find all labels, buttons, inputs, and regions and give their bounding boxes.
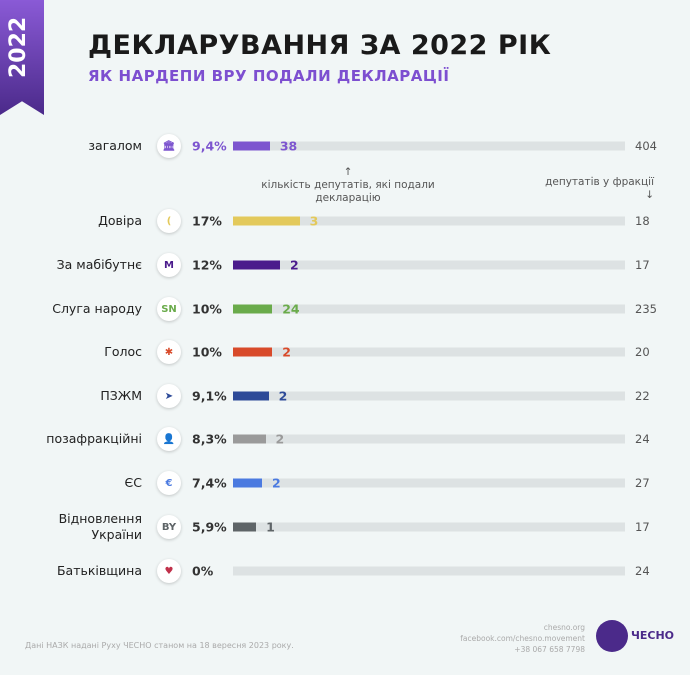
chart-row: Відновлення України BY 5,9% 1 17 [0, 511, 690, 542]
bar [233, 260, 281, 270]
category-label: За мабібутнє [56, 257, 142, 272]
chart-row: загалом 🏛 9,4% 38 404 [0, 131, 690, 161]
category-label: Довіра [98, 213, 142, 228]
total-count: 24 [635, 564, 650, 578]
chart-row: Голос ✱ 10% 2 20 [0, 337, 690, 367]
bar-track [233, 478, 625, 488]
category-label: ЄС [124, 475, 142, 490]
filed-count: 2 [278, 388, 288, 404]
bar-track [233, 434, 625, 444]
total-count: 24 [635, 432, 650, 446]
bar-track [233, 141, 625, 151]
year-label: 2022 [6, 16, 31, 78]
total-note: депутатів у фракції ↓ [545, 176, 654, 201]
bar [233, 304, 273, 314]
category-label: ПЗЖМ [100, 388, 142, 403]
contacts: chesno.org facebook.com/chesno.movement … [460, 622, 585, 655]
percent-label: 10% [192, 344, 222, 360]
percent-label: 17% [192, 213, 222, 229]
total-count: 17 [635, 520, 650, 534]
category-label: Голос [104, 344, 142, 359]
category-label: загалом [88, 138, 142, 153]
filed-count: 2 [275, 431, 285, 447]
chart-row: ЄС € 7,4% 2 27 [0, 468, 690, 498]
sluha-narodu-logo-icon: SN [157, 297, 181, 321]
filed-count: 38 [279, 138, 298, 154]
vidnovlennia-logo-icon: BY [157, 515, 181, 539]
chart-row: Батьківщина ♥ 0% 24 [0, 556, 690, 586]
category-label: Слуга народу [52, 301, 142, 316]
page-title: ДЕКЛАРУВАННЯ ЗА 2022 РІК [88, 30, 552, 61]
percent-label: 8,3% [192, 431, 227, 447]
heart-icon: ♥ [157, 559, 181, 583]
bar-track [233, 304, 625, 314]
category-label: Батьківщина [56, 563, 142, 578]
chart-row: позафракційні 👤 8,3% 2 24 [0, 424, 690, 454]
holos-logo-icon: ✱ [157, 340, 181, 364]
percent-label: 9,4% [192, 138, 227, 154]
total-count: 18 [635, 214, 650, 228]
filed-count: 3 [309, 213, 319, 229]
pzzhm-logo-icon: ➤ [157, 384, 181, 408]
source-note: Дані НАЗК надані Руху ЧЕСНО станом на 18… [25, 641, 294, 650]
bar [233, 391, 269, 401]
bar [233, 434, 266, 444]
filed-count: 2 [290, 257, 299, 273]
logo-text: ЧЕСНО [631, 629, 675, 642]
bar-track [233, 347, 625, 357]
percent-label: 9,1% [192, 388, 227, 404]
percent-label: 12% [192, 257, 222, 273]
phone: +38 067 658 7798 [514, 645, 585, 654]
bar [233, 141, 270, 151]
filed-count: 2 [282, 344, 291, 360]
category-label: позафракційні [46, 431, 142, 446]
total-count: 17 [635, 258, 650, 272]
filed-count: 1 [266, 519, 275, 535]
filed-count: 2 [272, 475, 281, 491]
total-count: 404 [635, 139, 657, 153]
filed-count: 24 [282, 301, 300, 317]
page-subtitle: ЯК НАРДЕПИ ВРУ ПОДАЛИ ДЕКЛАРАЦІЇ [88, 67, 450, 85]
parliament-icon: 🏛 [157, 134, 181, 158]
bar [233, 478, 262, 488]
percent-label: 7,4% [192, 475, 227, 491]
total-count: 22 [635, 389, 650, 403]
dovira-logo-icon: ( [157, 209, 181, 233]
yes-logo-icon: € [157, 471, 181, 495]
bar-track [233, 566, 625, 576]
za-maybutnie-logo-icon: M [157, 253, 181, 277]
person-icon: 👤 [157, 427, 181, 451]
chart-row: ПЗЖМ ➤ 9,1% 2 22 [0, 381, 690, 411]
bar-track [233, 260, 625, 270]
site-link[interactable]: chesno.org [543, 623, 585, 632]
total-count: 27 [635, 476, 650, 490]
bar [233, 347, 273, 357]
chart-row: Довіра ( 17% 3 18 [0, 206, 690, 236]
total-count: 235 [635, 302, 657, 316]
chart-row: Слуга народу SN 10% 24 235 [0, 294, 690, 324]
facebook-link[interactable]: facebook.com/chesno.movement [460, 634, 585, 643]
percent-label: 5,9% [192, 519, 227, 535]
percent-label: 0% [192, 563, 214, 579]
year-ribbon: 2022 [0, 0, 44, 115]
bar [233, 216, 300, 226]
bar [233, 522, 257, 532]
total-count: 20 [635, 345, 650, 359]
bar-track [233, 391, 625, 401]
bar-track [233, 522, 625, 532]
category-label: Відновлення України [58, 511, 142, 542]
bar-track [233, 216, 625, 226]
percent-label: 10% [192, 301, 222, 317]
filed-note: ↑ кількість депутатів, які подали деклар… [261, 166, 435, 204]
chart-row: За мабібутнє M 12% 2 17 [0, 250, 690, 280]
chesno-logo-icon [596, 620, 628, 652]
